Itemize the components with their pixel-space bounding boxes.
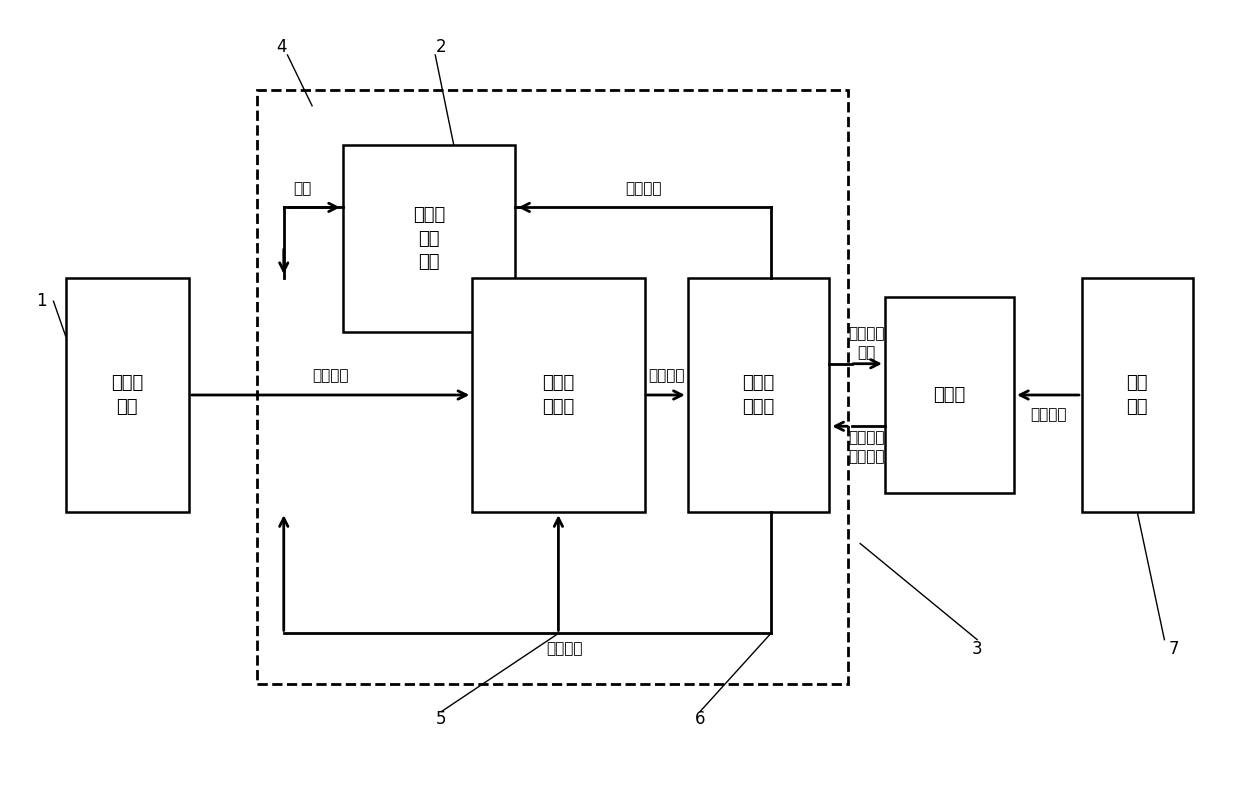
Text: 控制信号: 控制信号 bbox=[546, 641, 583, 656]
Bar bbox=[1081, 278, 1193, 512]
Text: 工控
系统: 工控 系统 bbox=[1127, 374, 1148, 416]
Bar bbox=[885, 297, 1014, 493]
Text: 数据采
集模块: 数据采 集模块 bbox=[542, 374, 574, 416]
Text: 5: 5 bbox=[436, 710, 446, 728]
Bar bbox=[472, 278, 645, 512]
Text: 激发指令: 激发指令 bbox=[625, 181, 661, 196]
Text: 6: 6 bbox=[694, 710, 706, 728]
Text: 缺陷信息
数据: 缺陷信息 数据 bbox=[848, 326, 884, 359]
Text: 数字信号: 数字信号 bbox=[649, 368, 684, 383]
Bar bbox=[257, 90, 848, 684]
Text: 1: 1 bbox=[36, 292, 46, 310]
Text: 4: 4 bbox=[277, 38, 286, 56]
Bar bbox=[343, 145, 516, 333]
Text: 7: 7 bbox=[1169, 640, 1179, 658]
Text: 中央处
理单元: 中央处 理单元 bbox=[743, 374, 775, 416]
Text: 脉冲: 脉冲 bbox=[294, 181, 311, 196]
Text: 工艺信息: 工艺信息 bbox=[1029, 407, 1066, 422]
Text: 上位机: 上位机 bbox=[934, 386, 966, 404]
Bar bbox=[66, 278, 188, 512]
Bar bbox=[688, 278, 830, 512]
Text: 主动声
激励
模块: 主动声 激励 模块 bbox=[413, 206, 445, 271]
Text: 模拟信号: 模拟信号 bbox=[312, 368, 348, 383]
Text: 3: 3 bbox=[972, 640, 982, 658]
Text: 控制指令
配置信息: 控制指令 配置信息 bbox=[848, 431, 884, 464]
Text: 2: 2 bbox=[436, 38, 446, 56]
Text: 声波传
感器: 声波传 感器 bbox=[112, 374, 144, 416]
